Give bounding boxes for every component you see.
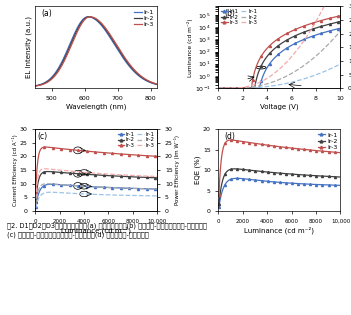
Text: (c): (c) bbox=[38, 132, 48, 140]
Text: (b): (b) bbox=[224, 9, 235, 18]
X-axis label: Voltage (V): Voltage (V) bbox=[260, 104, 299, 110]
Legend: Ir-1, Ir-2, Ir-3, Ir-1, Ir-2, Ir-3: Ir-1, Ir-2, Ir-3, Ir-1, Ir-2, Ir-3 bbox=[118, 132, 154, 148]
Text: (c) 电流效率-亮度曲线和功率效率-亮度曲线；(d) 外量子效率-亮度曲线。: (c) 电流效率-亮度曲线和功率效率-亮度曲线；(d) 外量子效率-亮度曲线。 bbox=[7, 232, 149, 238]
X-axis label: Luminance (cd m⁻²): Luminance (cd m⁻²) bbox=[244, 226, 314, 234]
Y-axis label: Current Efficiency (cd A⁻¹): Current Efficiency (cd A⁻¹) bbox=[12, 134, 18, 206]
Text: (a): (a) bbox=[41, 9, 52, 18]
Text: 图2. D1、D2和D3的电致发光性能。(a) 电致发光光谱；(b) 电流密度-电压曲线和亮度-电压曲线；: 图2. D1、D2和D3的电致发光性能。(a) 电致发光光谱；(b) 电流密度-… bbox=[7, 222, 207, 229]
Y-axis label: EL Intensity (a.u.): EL Intensity (a.u.) bbox=[26, 16, 32, 78]
Legend: Ir-1, Ir-2, Ir-3: Ir-1, Ir-2, Ir-3 bbox=[134, 9, 154, 27]
Legend: Ir-1, Ir-2, Ir-3, Ir-1, Ir-2, Ir-3: Ir-1, Ir-2, Ir-3, Ir-1, Ir-2, Ir-3 bbox=[221, 9, 258, 25]
Text: (d): (d) bbox=[224, 132, 235, 140]
Y-axis label: Luminance (cd m⁻²): Luminance (cd m⁻²) bbox=[187, 18, 193, 77]
Y-axis label: EQE (%): EQE (%) bbox=[195, 156, 201, 184]
X-axis label: Luminance (cd m⁻²): Luminance (cd m⁻²) bbox=[61, 226, 131, 234]
Y-axis label: Power Efficiency (lm W⁻¹): Power Efficiency (lm W⁻¹) bbox=[174, 135, 180, 205]
Legend: Ir-1, Ir-2, Ir-3: Ir-1, Ir-2, Ir-3 bbox=[318, 132, 337, 150]
X-axis label: Wavelength (nm): Wavelength (nm) bbox=[66, 104, 126, 110]
